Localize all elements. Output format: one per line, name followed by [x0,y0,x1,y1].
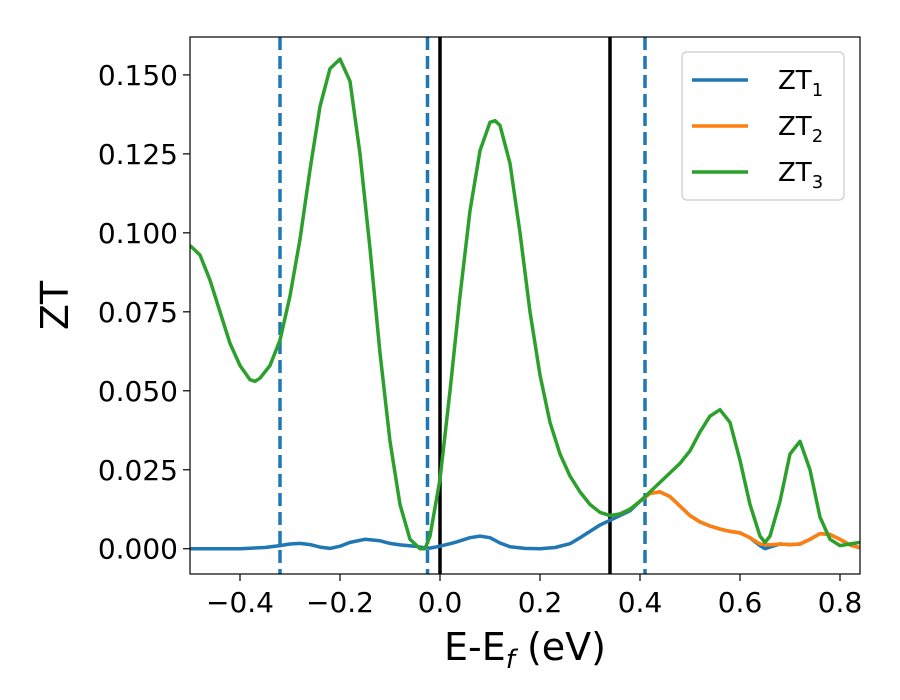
y-tick-label: 0.025 [98,454,178,487]
y-tick-label: 0.150 [98,59,178,92]
legend-label-1: ZT1 [778,66,823,101]
legend: ZT1 ZT2 ZT3 [681,51,845,201]
y-tick-label: 0.075 [98,296,178,329]
series-line-2 [609,490,860,550]
series-line-3 [190,57,860,551]
reference-lines [278,37,647,574]
series-line-1 [190,490,860,551]
legend-label-2: ZT2 [778,112,823,147]
x-axis-ticks: −0.4 −0.2 0.0 0.2 0.4 0.6 0.8 [206,574,862,619]
x-tick-label: 0.0 [418,586,463,619]
x-axis-label: E-Ef (eV) [444,625,606,675]
y-axis-label: ZT [33,280,77,330]
y-axis-ticks: 0.000 0.025 0.050 0.075 0.100 0.125 0.150 [98,59,190,566]
y-tick-label: 0.050 [98,375,178,408]
legend-label-3: ZT3 [778,158,823,193]
series-lines [190,57,860,551]
x-tick-label: 0.2 [518,586,563,619]
x-axis-label-main: E-E [444,625,506,669]
x-tick-label: 0.8 [818,586,863,619]
x-tick-label: −0.4 [206,586,274,619]
x-axis-label-unit: (eV) [515,625,606,669]
y-tick-label: 0.100 [98,217,178,250]
y-tick-label: 0.125 [98,138,178,171]
plot-frame [189,36,861,575]
y-tick-label: 0.000 [98,533,178,566]
x-tick-label: 0.6 [718,586,763,619]
legend-box [681,51,845,201]
x-tick-label: 0.4 [618,586,663,619]
x-tick-label: −0.2 [306,586,374,619]
